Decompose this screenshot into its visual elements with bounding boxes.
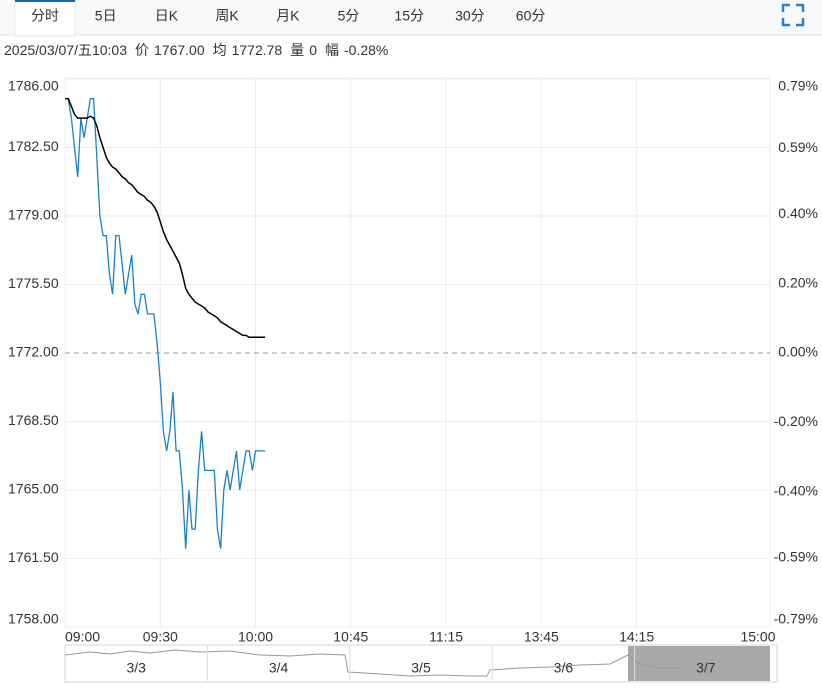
y-tick-label: 1782.50: [8, 138, 59, 154]
navigator-day[interactable]: 3/3: [126, 660, 146, 676]
x-tick-label: 13:45: [524, 629, 559, 645]
y-tick-label: 1779.00: [8, 207, 59, 223]
chart: 09:00 09:30 10:00 10:45 11:15 13:45 14:15 15:00…: [8, 77, 818, 645]
y-tick-label: 1772.00: [8, 344, 59, 360]
tab[interactable]: 5日: [95, 8, 117, 24]
y2-tick-label: 0.79%: [778, 78, 818, 94]
average-line: [65, 97, 266, 339]
x-tick-label: 15:00: [740, 629, 775, 645]
y-tick-label: 1768.50: [8, 412, 59, 428]
x-tick-label: 11:15: [429, 629, 463, 645]
tab[interactable]: 周K: [215, 8, 239, 24]
navigator-sparkline: [64, 649, 680, 677]
info-vol-label: 量: [290, 42, 304, 58]
y2-tick-label: -0.20%: [774, 413, 818, 429]
y2-tick-label: 0.40%: [778, 205, 818, 221]
y2-tick-label: 0.20%: [778, 274, 818, 290]
info-avg-label: 均: [213, 42, 227, 58]
tab[interactable]: 日K: [155, 8, 179, 24]
navigator-day[interactable]: 3/6: [554, 660, 574, 676]
navigator-day[interactable]: 3/5: [411, 660, 431, 676]
tab[interactable]: 5分: [338, 8, 360, 24]
tab[interactable]: 60分: [516, 8, 546, 24]
active-tab-bg: [14, 0, 76, 37]
y-tick-label: 1761.50: [8, 549, 59, 565]
info-price: 1767.00: [154, 42, 205, 58]
active-tab-indicator: [15, 0, 75, 2]
y-tick-label: 1765.00: [8, 481, 59, 497]
y2-tick-label: 0.00%: [778, 344, 818, 360]
navigator: 3/3 3/4 3/5 3/6 3/7: [64, 644, 778, 683]
tab[interactable]: 月K: [276, 8, 300, 24]
fullscreen-icon[interactable]: [781, 3, 805, 27]
info-price-label: 价: [135, 42, 149, 58]
info-line: 2025/03/07/五10:03 价 1767.00 均 1772.78 量 0 幅 -0.2…: [4, 42, 388, 58]
x-tick-label: 10:45: [333, 629, 368, 645]
x-tick-label: 09:00: [65, 629, 100, 645]
x-tick-label: 14:15: [619, 629, 654, 645]
navigator-selection[interactable]: [628, 646, 770, 681]
y-tick-label: 1758.00: [8, 611, 59, 627]
tab[interactable]: 分时: [31, 8, 59, 24]
y2-tick-label: -0.40%: [774, 482, 818, 498]
navigator-day[interactable]: 3/4: [269, 660, 289, 676]
tab[interactable]: 15分: [394, 8, 424, 24]
y-tick-label: 1775.50: [8, 275, 59, 291]
info-chg: -0.28%: [344, 42, 388, 58]
tab-bar: [0, 0, 822, 35]
info-datetime: 2025/03/07/五10:03: [4, 42, 127, 58]
y2-tick-label: -0.79%: [774, 611, 818, 627]
price-line: [65, 97, 266, 549]
info-vol: 0: [309, 42, 317, 58]
x-tick-label: 09:30: [143, 629, 178, 645]
tabs: 分时 5日 日K 周K 月K 5分 15分 30分 60分: [14, 0, 546, 37]
navigator-day[interactable]: 3/7: [696, 660, 716, 676]
info-chg-label: 幅: [325, 42, 339, 58]
info-avg: 1772.78: [232, 42, 283, 58]
y2-tick-label: -0.59%: [774, 548, 818, 564]
y-tick-label: 1786.00: [8, 78, 59, 94]
y2-tick-label: 0.59%: [778, 139, 818, 155]
info-text: 2025/03/07/五10:03 价 1767.00 均 1772.78 量 0 幅 -0.2…: [4, 42, 388, 58]
x-tick-label: 10:00: [238, 629, 273, 645]
tab[interactable]: 30分: [455, 8, 485, 24]
